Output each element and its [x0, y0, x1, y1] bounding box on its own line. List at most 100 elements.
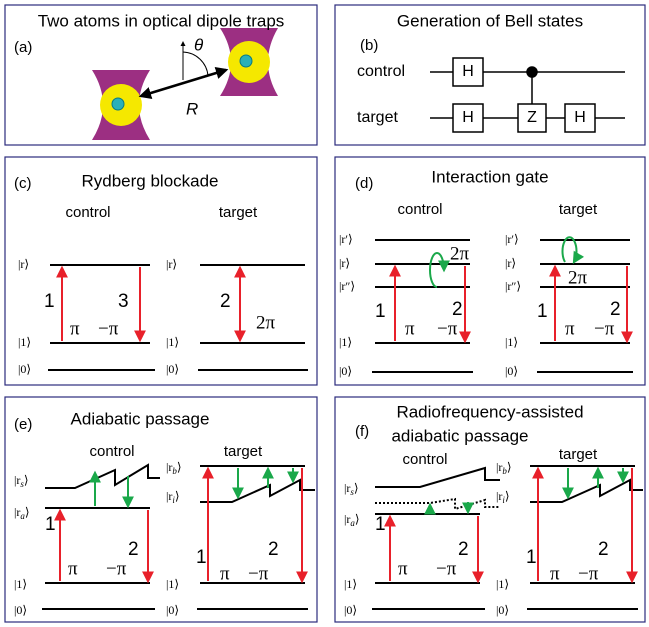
panel-label: (d) — [355, 175, 373, 192]
annotation: −π — [248, 563, 269, 584]
panel-title: Radiofrequency-assisted — [396, 402, 583, 421]
state-label: |1⟩ — [496, 577, 509, 591]
ket-close: ⟩ — [175, 489, 180, 503]
state-label: |0⟩ — [166, 362, 179, 376]
state-label: |ri⟩ — [166, 489, 180, 505]
column-label: target — [559, 446, 598, 463]
annotation: 1 — [537, 301, 548, 322]
state-label: |r⟩ — [339, 256, 350, 270]
state-label: |0⟩ — [18, 362, 31, 376]
annotation: π — [550, 563, 560, 584]
annotation: 1 — [45, 514, 56, 535]
ket-close: ⟩ — [354, 481, 359, 495]
annotation: π — [565, 318, 575, 339]
state-label: |1⟩ — [505, 335, 518, 349]
state-label: |r⟩ — [505, 256, 516, 270]
annotation: 2 — [610, 299, 621, 320]
annotation: π — [405, 318, 415, 339]
column-label: target — [219, 204, 258, 221]
annotation: 3 — [118, 291, 129, 312]
qubit-label: target — [357, 109, 398, 126]
gate-label: H — [574, 109, 586, 126]
column-label: target — [224, 443, 263, 460]
panel-label: (e) — [14, 416, 32, 433]
ket-close: ⟩ — [24, 473, 29, 487]
annotation: 2 — [220, 291, 231, 312]
annotation: π — [68, 558, 78, 579]
state-label: |rs⟩ — [344, 481, 359, 497]
state-label: |0⟩ — [166, 603, 179, 617]
annotation: −π — [98, 318, 119, 339]
state-label: |rb⟩ — [166, 460, 182, 476]
state-label: |r″⟩ — [339, 279, 355, 293]
angle-label: θ — [194, 35, 204, 54]
column-label: control — [89, 443, 134, 460]
state-label: |ra⟩ — [344, 512, 360, 528]
panel-title: adiabatic passage — [391, 426, 528, 445]
state-label: |rs⟩ — [14, 473, 29, 489]
annotation: 1 — [375, 514, 386, 535]
distance-label: R — [186, 99, 198, 118]
state-label: |r⟩ — [166, 257, 177, 271]
state-label: |ra⟩ — [14, 505, 30, 521]
panel-title: Rydberg blockade — [81, 171, 218, 190]
annotation: 2 — [598, 539, 609, 560]
annotation: −π — [594, 318, 615, 339]
state-label: |r⟩ — [18, 257, 29, 271]
annotation: 2π — [450, 243, 470, 264]
annotation: −π — [578, 563, 599, 584]
state-label: |0⟩ — [505, 364, 518, 378]
column-label: target — [559, 201, 598, 218]
annotation: −π — [437, 318, 458, 339]
annotation: 2 — [458, 539, 469, 560]
traps — [92, 28, 278, 140]
ket-close: ⟩ — [355, 512, 360, 526]
ket-close: ⟩ — [505, 489, 510, 503]
panel-frames — [5, 5, 645, 622]
column-label: control — [402, 451, 447, 468]
state-label: |1⟩ — [166, 335, 179, 349]
gate-label: H — [462, 63, 474, 80]
column-label: control — [397, 201, 442, 218]
panel-label: (c) — [14, 175, 32, 192]
state-label: |r″⟩ — [505, 279, 521, 293]
state-label: |1⟩ — [166, 577, 179, 591]
panel-label: (b) — [360, 37, 378, 54]
annotation: 1 — [375, 301, 386, 322]
annotation: 2 — [128, 539, 139, 560]
levels-d — [372, 237, 633, 372]
state-label: |1⟩ — [18, 335, 31, 349]
state-label: |rb⟩ — [496, 460, 512, 476]
figure: Two atoms in optical dipole traps (a) Rθ Ge… — [0, 0, 649, 627]
state-label: |1⟩ — [344, 577, 357, 591]
panel-label: (a) — [14, 39, 32, 56]
column-label: control — [65, 204, 110, 221]
annotation: −π — [436, 558, 457, 579]
qubit-label: control — [357, 63, 405, 80]
state-label: |0⟩ — [14, 603, 27, 617]
state-label: |ri⟩ — [496, 489, 510, 505]
annotation: −π — [106, 558, 127, 579]
state-label: |0⟩ — [496, 603, 509, 617]
state-label: |r′⟩ — [505, 232, 519, 246]
annotation: 2π — [256, 312, 276, 333]
ket-close: ⟩ — [25, 505, 30, 519]
panel-label: (f) — [355, 423, 369, 440]
annotation: 2 — [268, 539, 279, 560]
panel-title: Two atoms in optical dipole traps — [38, 11, 285, 30]
state-label: |r′⟩ — [339, 232, 353, 246]
annotation: 1 — [526, 547, 537, 568]
annotation: 2π — [568, 267, 588, 288]
annotation: 2 — [452, 299, 463, 320]
state-label: |1⟩ — [14, 577, 27, 591]
gate-label: Z — [527, 109, 537, 126]
ket-close: ⟩ — [177, 460, 182, 474]
annotation: 1 — [44, 291, 55, 312]
panel-title: Generation of Bell states — [397, 11, 583, 30]
state-label: |0⟩ — [339, 364, 352, 378]
state-label: |0⟩ — [344, 603, 357, 617]
annotation: π — [398, 558, 408, 579]
ket-close: ⟩ — [507, 460, 512, 474]
panel-title: Adiabatic passage — [71, 409, 210, 428]
annotation: 1 — [196, 547, 207, 568]
